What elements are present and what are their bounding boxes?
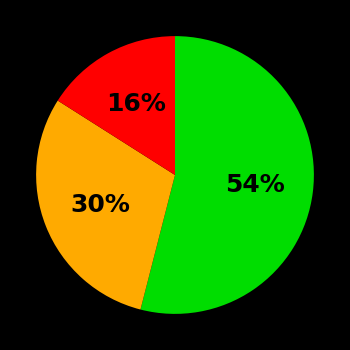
- Wedge shape: [140, 36, 314, 314]
- Text: 16%: 16%: [106, 92, 166, 117]
- Text: 30%: 30%: [70, 193, 130, 217]
- Wedge shape: [36, 100, 175, 309]
- Wedge shape: [58, 36, 175, 175]
- Text: 54%: 54%: [225, 173, 285, 197]
